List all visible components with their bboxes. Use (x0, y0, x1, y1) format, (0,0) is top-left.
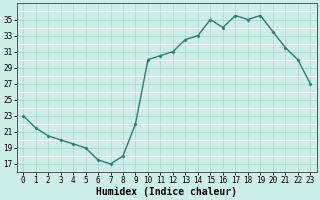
X-axis label: Humidex (Indice chaleur): Humidex (Indice chaleur) (96, 186, 237, 197)
